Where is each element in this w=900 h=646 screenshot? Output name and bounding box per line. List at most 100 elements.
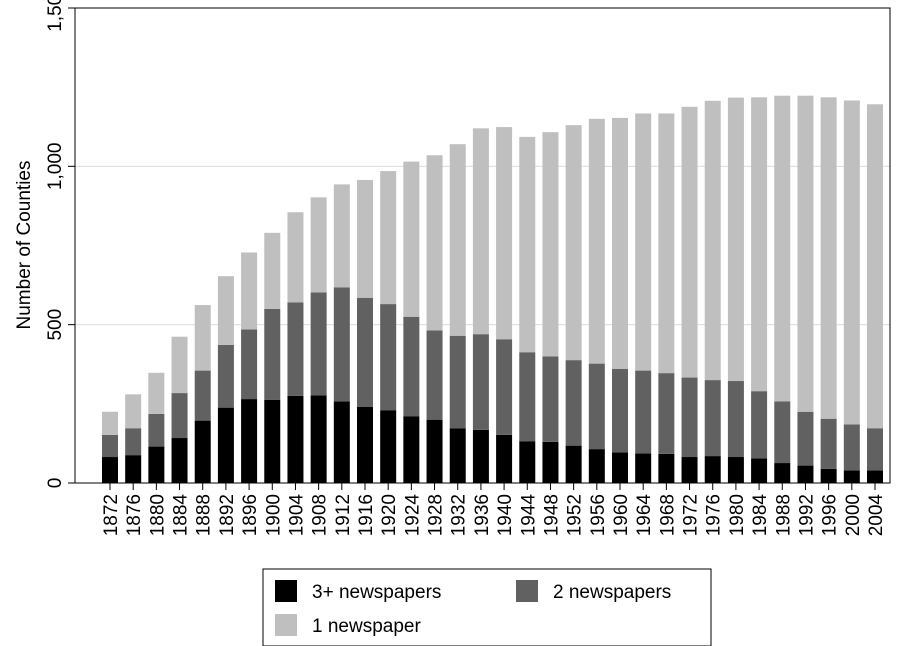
bar-segment-3-newspapers	[658, 453, 675, 483]
bar-segment-3-newspapers	[241, 399, 258, 483]
x-tick-label: 1900	[263, 494, 284, 536]
bar-segment-2-newspapers	[867, 428, 883, 471]
x-tick-label: 1896	[240, 494, 261, 536]
bar-segment-3-newspapers	[287, 395, 304, 483]
bar-segment-2-newspapers	[449, 335, 466, 429]
x-tick-label: 2004	[866, 494, 887, 537]
bar-segment-2-newspapers	[287, 302, 304, 396]
bar-segment-2-newspapers	[797, 411, 814, 466]
y-tick-label: 500	[45, 309, 66, 341]
y-tick-label: 0	[45, 478, 66, 489]
bar-segment-3-newspapers	[333, 401, 350, 483]
bar-segment-1-newspaper	[843, 100, 860, 425]
x-tick-label: 1904	[286, 494, 307, 537]
x-tick-label: 1892	[217, 494, 238, 536]
x-tick-label: 1912	[333, 494, 354, 536]
bar-segment-2-newspapers	[843, 424, 860, 471]
x-tick-label: 1916	[356, 494, 377, 536]
bar-segment-2-newspapers	[380, 304, 397, 411]
bar-segment-1-newspaper	[588, 118, 605, 364]
x-tick-label: 1964	[634, 494, 655, 537]
bar-segment-3-newspapers	[171, 438, 188, 483]
bar-segment-2-newspapers	[217, 344, 234, 408]
bar-segment-2-newspapers	[588, 363, 605, 450]
bar-segment-1-newspaper	[148, 372, 165, 414]
bar-segment-1-newspaper	[565, 125, 582, 361]
y-axis-title: Number of Counties	[14, 161, 35, 330]
bar-segment-1-newspaper	[681, 106, 698, 378]
legend-label: 2 newspapers	[553, 582, 671, 603]
bar-segment-3-newspapers	[542, 441, 559, 483]
bar-segment-3-newspapers	[264, 399, 281, 483]
x-tick-label: 1988	[773, 494, 794, 536]
bar-segment-3-newspapers	[867, 470, 883, 483]
x-tick-label: 1944	[518, 494, 539, 537]
bar-segment-2-newspapers	[658, 373, 675, 454]
bar-segment-2-newspapers	[472, 334, 489, 430]
bar-segment-2-newspapers	[751, 391, 768, 459]
x-tick-label: 1884	[171, 494, 192, 537]
bar-segment-1-newspaper	[449, 144, 466, 336]
legend-swatch	[275, 614, 297, 636]
bar-segment-1-newspaper	[774, 95, 791, 402]
bar-segment-3-newspapers	[380, 410, 397, 483]
x-tick-label: 1872	[101, 494, 122, 536]
bar-segment-1-newspaper	[751, 97, 768, 392]
x-tick-label: 1992	[796, 494, 817, 536]
x-tick-label: 1876	[124, 494, 145, 536]
bar-segment-1-newspaper	[380, 171, 397, 305]
bar-segment-1-newspaper	[426, 155, 443, 331]
x-tick-label: 1940	[495, 494, 516, 536]
bar-segment-2-newspapers	[403, 316, 420, 417]
x-axis-ticks: 1872 1876 1880 1884 1888 1892 1896 1900 1904 1908…	[101, 483, 887, 536]
bar-segment-3-newspapers	[310, 395, 327, 483]
bar-segment-2-newspapers	[102, 434, 118, 458]
x-tick-label: 1880	[147, 494, 168, 536]
bar-segment-2-newspapers	[171, 393, 188, 439]
legend-frame	[262, 568, 712, 646]
bar-segment-1-newspaper	[519, 136, 536, 353]
x-tick-label: 1908	[310, 494, 331, 536]
bar-segment-1-newspaper	[472, 128, 489, 335]
bar-segment-2-newspapers	[194, 370, 211, 421]
bar-segment-3-newspapers	[727, 457, 744, 483]
bar-segment-1-newspaper	[704, 100, 721, 381]
bar-segment-1-newspaper	[612, 117, 628, 369]
x-tick-label: 1976	[704, 494, 725, 536]
plot-frame	[74, 7, 891, 484]
bar-segment-3-newspapers	[704, 456, 721, 483]
bar-segment-3-newspapers	[612, 452, 628, 483]
bar-segment-3-newspapers	[588, 449, 605, 483]
legend-label: 1 newspaper	[312, 616, 421, 637]
bar-segment-1-newspaper	[194, 305, 211, 371]
bar-segment-3-newspapers	[125, 455, 142, 483]
bar-segment-1-newspaper	[542, 132, 559, 357]
x-tick-label: 1936	[472, 494, 493, 536]
bar-segment-3-newspapers	[843, 470, 860, 483]
x-tick-label: 1972	[681, 494, 702, 536]
bar-segment-3-newspapers	[449, 428, 466, 483]
legend: 3+ newspapers 2 newspapers 1 newspaper	[262, 568, 712, 646]
bar-segment-3-newspapers	[357, 407, 373, 483]
bar-segment-3-newspapers	[403, 416, 420, 483]
bar-segment-3-newspapers	[148, 446, 165, 483]
bar-segment-1-newspaper	[357, 179, 373, 298]
bars	[102, 95, 883, 483]
bar-segment-2-newspapers	[635, 370, 652, 454]
x-tick-label: 1932	[449, 494, 470, 536]
x-tick-label: 1968	[657, 494, 678, 536]
bar-segment-1-newspaper	[310, 197, 327, 293]
bar-segment-3-newspapers	[565, 445, 582, 483]
x-tick-label: 1928	[426, 494, 447, 536]
bar-segment-1-newspaper	[658, 113, 675, 374]
bar-segment-2-newspapers	[820, 418, 837, 469]
bar-segment-1-newspaper	[797, 95, 814, 412]
y-axis-ticks: 0 500 1,000 1,500	[45, 0, 75, 488]
x-tick-label: 1960	[611, 494, 632, 536]
bar-segment-3-newspapers	[472, 429, 489, 483]
x-tick-label: 1924	[402, 494, 423, 537]
bar-segment-3-newspapers	[194, 420, 211, 483]
bar-segment-1-newspaper	[264, 232, 281, 309]
bar-segment-3-newspapers	[496, 434, 513, 483]
bar-segment-3-newspapers	[102, 457, 118, 483]
